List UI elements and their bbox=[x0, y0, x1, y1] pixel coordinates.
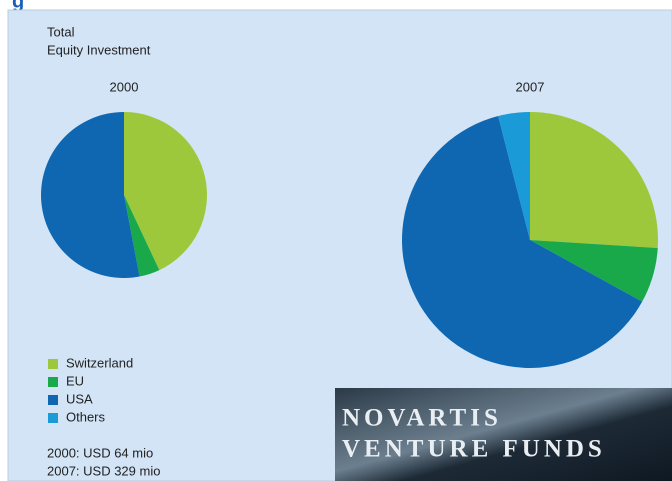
legend-swatch bbox=[48, 359, 58, 369]
legend-swatch bbox=[48, 395, 58, 405]
total-note: 2000: USD 64 mio bbox=[47, 445, 153, 460]
top-strip bbox=[0, 0, 672, 10]
logo-text: NOVARTIS bbox=[342, 405, 502, 432]
legend-label: Others bbox=[66, 409, 106, 424]
subtitle: Equity Investment bbox=[47, 42, 151, 57]
legend-swatch bbox=[48, 413, 58, 423]
page: {"heading": "g", "chart_data": {"type": … bbox=[0, 0, 672, 481]
total-note: 2007: USD 329 mio bbox=[47, 463, 160, 478]
pie-title: 2007 bbox=[516, 79, 545, 94]
chart: g Total Equity Investment 20002007Switze… bbox=[0, 0, 672, 481]
legend-label: EU bbox=[66, 373, 84, 388]
subtitle: Total bbox=[47, 24, 75, 39]
legend-label: Switzerland bbox=[66, 355, 133, 370]
logo-text: VENTURE FUNDS bbox=[342, 436, 606, 463]
logo-image bbox=[335, 388, 672, 481]
pie-title: 2000 bbox=[110, 79, 139, 94]
legend-label: USA bbox=[66, 391, 93, 406]
legend-swatch bbox=[48, 377, 58, 387]
